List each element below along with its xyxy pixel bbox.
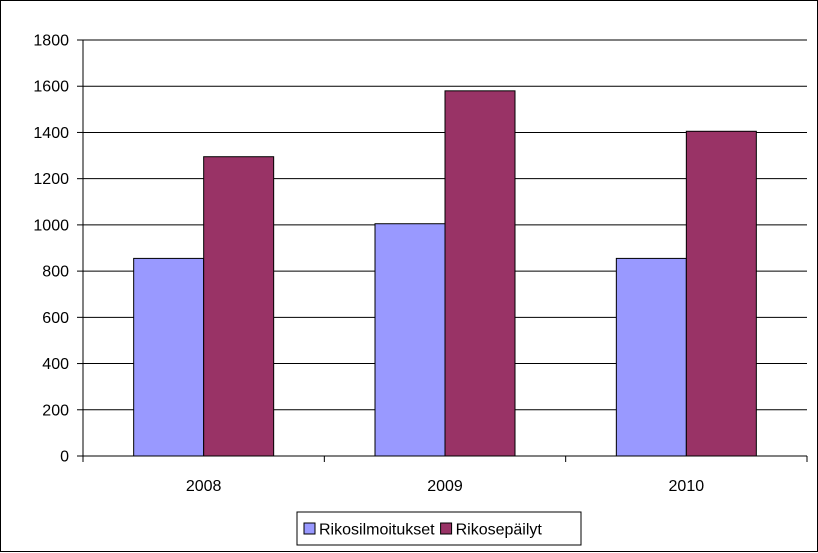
legend-label: Rikosepäilyt	[456, 522, 543, 539]
bar-rikosep-ilyt-2010	[685, 130, 757, 457]
x-tick-label: 2009	[427, 478, 463, 495]
x-tick-label: 2010	[669, 478, 705, 495]
y-tick-label: 1200	[33, 171, 69, 188]
x-tick-label: 2008	[186, 478, 222, 495]
y-tick-label: 1800	[33, 33, 69, 50]
y-tick-labels: 0 200 400 600 800 1000 1200 1400 1600 1800	[33, 33, 69, 466]
bar-rikosilmoitukset-2010	[615, 257, 687, 457]
y-tick-label: 600	[42, 310, 69, 327]
bar-rikosep-ilyt-2008	[203, 156, 275, 457]
bars	[133, 90, 757, 457]
bar-rikosilmoitukset-2008	[133, 257, 205, 457]
y-tick-label: 200	[42, 402, 69, 419]
x-tick-labels: 2008 2009 2010	[186, 478, 704, 495]
legend: Rikosilmoitukset Rikosepäilyt	[296, 511, 582, 546]
y-tick-label: 0	[60, 449, 69, 466]
y-tick-label: 1600	[33, 79, 69, 96]
bar-rikosep-ilyt-2009	[444, 90, 516, 457]
axes	[77, 39, 808, 462]
legend-swatch	[303, 522, 316, 535]
y-tick-label: 1000	[33, 217, 69, 234]
y-tick-label: 1400	[33, 125, 69, 142]
legend-box	[296, 511, 582, 546]
y-tick-label: 800	[42, 264, 69, 281]
legend-swatch	[440, 522, 453, 535]
bar-rikosilmoitukset-2009	[374, 223, 446, 457]
y-tick-label: 400	[42, 356, 69, 373]
legend-label: Rikosilmoitukset	[319, 522, 435, 539]
